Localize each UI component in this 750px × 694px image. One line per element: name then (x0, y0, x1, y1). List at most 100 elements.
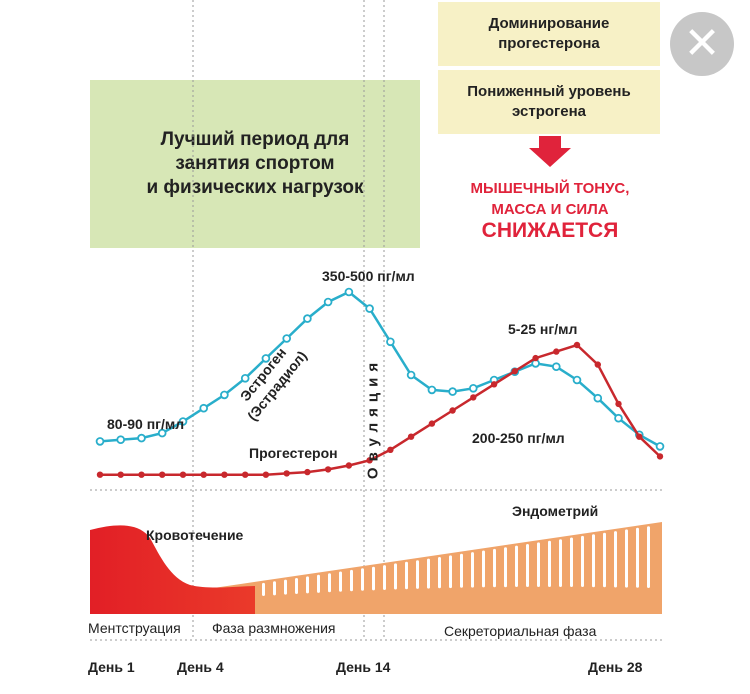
endometrium-label: Эндометрий (512, 503, 599, 519)
progesterone-point-12 (324, 466, 332, 473)
progesterone-point-15 (387, 446, 394, 453)
endometrium-gland-2 (273, 581, 276, 596)
estrogen-point-16 (406, 370, 416, 380)
estrogen-point-19 (468, 383, 478, 393)
progesterone-point-3 (138, 471, 145, 478)
endometrium-gland-31 (592, 534, 595, 588)
endometrium-gland-19 (460, 553, 463, 588)
endometrium-gland-26 (537, 542, 540, 587)
progesterone-point-5 (179, 471, 187, 478)
progesterone-point-16 (407, 433, 415, 440)
phase-menstruation: Ментструация (88, 620, 181, 636)
estrogen-point-8 (240, 373, 250, 383)
bleeding-shape (90, 525, 255, 614)
progesterone-point-17 (428, 420, 436, 427)
estrogen-point-18 (448, 387, 457, 396)
progesterone-point-8 (242, 471, 249, 478)
best-period-box: Лучший период для занятия спортом и физи… (90, 80, 420, 248)
endometrium-gland-32 (603, 532, 606, 588)
close-icon: ✕ (683, 19, 721, 68)
endometrium-gland-21 (482, 550, 485, 588)
estrogen-point-25 (593, 393, 603, 403)
vertical-gridlines (192, 0, 385, 640)
endometrium-gland-7 (328, 573, 331, 593)
endometrium-gland-4 (295, 578, 298, 594)
progesterone-point-24 (573, 341, 581, 349)
endometrium-layer (200, 522, 662, 614)
endometrium-gland-3 (284, 579, 287, 595)
endometrium-gland-16 (427, 558, 430, 589)
progesterone-point-26 (615, 400, 622, 408)
best-period-line1: Лучший период для (160, 129, 350, 150)
endometrium-gland-18 (449, 555, 452, 589)
endometrium-gland-24 (515, 545, 518, 587)
estrogen-point-24 (572, 375, 582, 385)
endometrium-gland-27 (548, 540, 551, 587)
endometrium-gland-9 (350, 569, 353, 592)
progesterone-point-1 (96, 471, 104, 478)
estrogen-point-17 (427, 385, 437, 395)
endometrium-gland-20 (471, 552, 474, 588)
warning-line2: МАССА И СИЛА (491, 201, 609, 218)
series-line-estrogen (99, 290, 661, 448)
estrogen-point-14 (365, 304, 374, 313)
endometrium-gland-12 (383, 565, 386, 590)
endometrium-gland-8 (339, 571, 342, 592)
day-4-label: День 4 (177, 659, 224, 675)
progesterone-point-2 (117, 471, 124, 478)
endometrium-gland-23 (504, 547, 507, 588)
ovulation-label: Овуляция (364, 356, 382, 480)
estrogen-point-5 (178, 417, 188, 426)
progesterone-series-label: Прогестерон (249, 445, 338, 461)
estrogen-point-7 (220, 390, 229, 400)
phase-secretory: Секреториальная фаза (444, 623, 597, 639)
estrogen-box-line2: эстрогена (511, 103, 587, 120)
estrogen-peak-label: 350-500 пг/мл (322, 268, 415, 284)
warning-line3: СНИЖАЕТСЯ (481, 219, 619, 242)
endometrium-gland-11 (372, 566, 375, 591)
progesterone-point-25 (594, 361, 601, 368)
progesterone-point-7 (221, 471, 228, 478)
warning-line1: МЫШЕЧНЫЙ ТОНУС, (470, 180, 630, 197)
close-button[interactable]: ✕ (670, 12, 734, 76)
progesterone-point-23 (553, 348, 560, 355)
progesterone-point-13 (345, 462, 353, 469)
estrogen-point-28 (655, 442, 665, 451)
endometrium-gland-15 (416, 560, 419, 589)
endometrium-gland-17 (438, 557, 441, 589)
estrogen-point-1 (95, 437, 105, 446)
estrogen-box-line1: Пониженный уровень (467, 83, 631, 100)
endometrium-gland-5 (306, 576, 309, 594)
estrogen-low-label: 80-90 пг/мл (107, 416, 185, 432)
endometrium-gland-36 (647, 526, 650, 588)
endometrium-gland-10 (361, 568, 364, 591)
progesterone-point-19 (470, 394, 477, 401)
estrogen-point-10 (282, 334, 292, 343)
estrogen-point-4 (157, 428, 167, 438)
phase-proliferation: Фаза размножения (212, 620, 336, 636)
estrogen-point-12 (323, 297, 333, 307)
bleeding-label: Кровотечение (146, 527, 244, 543)
low-estrogen-box: Пониженный уровень эстрогена (438, 70, 660, 134)
progesterone-point-28 (656, 453, 664, 460)
progesterone-point-11 (304, 468, 311, 476)
best-period-line2: занятия спортом (175, 153, 335, 174)
progesterone-peak-label: 5-25 нг/мл (508, 321, 578, 337)
endometrium-gland-14 (405, 561, 408, 590)
endometrium-body (200, 522, 662, 614)
endometrium-gland-30 (581, 535, 584, 587)
estrogen-point-6 (199, 403, 209, 413)
estrogen-point-23 (551, 362, 561, 372)
day-28-label: День 28 (588, 659, 643, 675)
endometrium-gland-28 (559, 539, 562, 587)
estrogen-point-9 (261, 354, 271, 363)
endometrium-gland-25 (526, 544, 529, 587)
progesterone-box-line2: прогестерона (498, 35, 600, 52)
endometrium-gland-22 (493, 548, 496, 588)
estrogen-second-label: 200-250 пг/мл (472, 430, 565, 446)
down-arrow-icon (529, 136, 571, 167)
endometrium-gland-1 (262, 582, 265, 596)
estrogen-point-2 (116, 435, 125, 445)
estrogen-point-11 (303, 314, 312, 323)
progesterone-point-18 (449, 407, 456, 414)
